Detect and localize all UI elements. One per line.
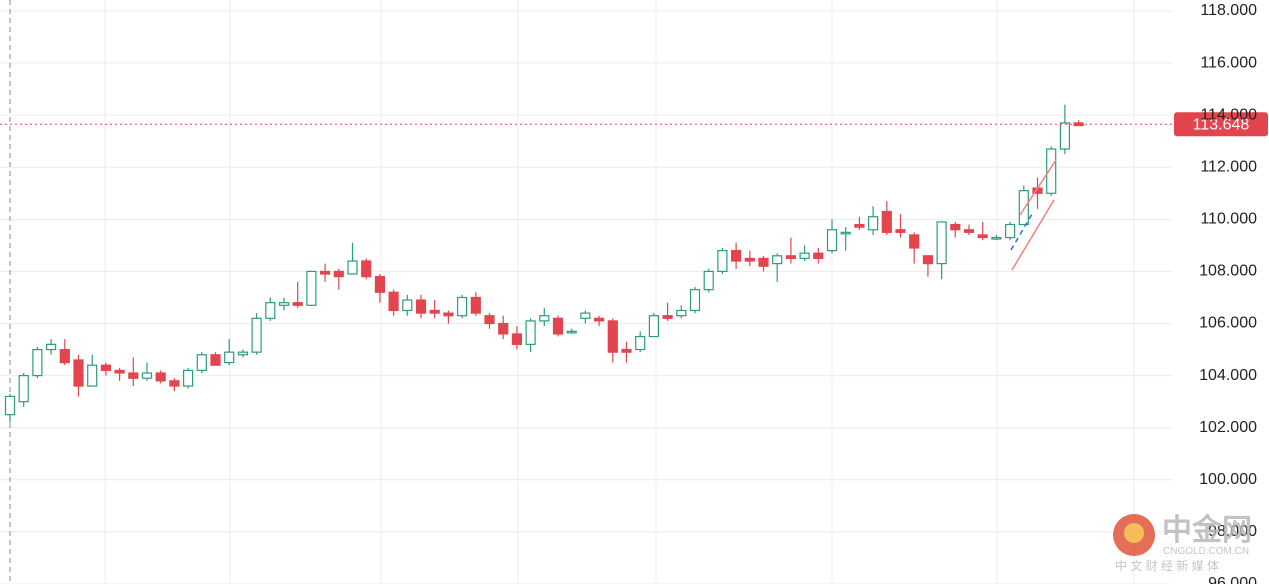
- candle-body: [402, 299, 413, 312]
- candle-body: [347, 260, 358, 275]
- candle-body: [87, 364, 98, 387]
- candle-body: [415, 299, 427, 314]
- candle-body: [278, 302, 290, 306]
- y-tick-label: 112.000: [1200, 158, 1257, 175]
- candle-body: [909, 234, 920, 249]
- candle-body: [1004, 223, 1016, 239]
- y-tick-label: 110.000: [1200, 211, 1257, 228]
- y-tick-label: 106.000: [1199, 315, 1257, 332]
- candle-body: [333, 270, 344, 278]
- watermark-logo: 中金网: [1162, 513, 1252, 547]
- candle-body: [210, 354, 221, 366]
- candle-body: [963, 229, 975, 233]
- candle-body: [498, 322, 509, 335]
- candle-body: [977, 234, 988, 239]
- candle-body: [100, 364, 112, 372]
- y-tick-label: 116.000: [1200, 54, 1257, 71]
- candle-body: [457, 296, 468, 317]
- candle-body: [621, 348, 632, 353]
- candle-body: [607, 320, 618, 353]
- candle-body: [32, 348, 43, 377]
- candle-body: [689, 289, 701, 312]
- candle-body: [155, 372, 166, 382]
- drawings: [1010, 159, 1057, 271]
- candle-body: [265, 302, 276, 319]
- candle-body: [539, 315, 550, 322]
- last-price-label: 113.648: [1193, 117, 1250, 134]
- candle-body: [470, 296, 481, 314]
- candle-body: [4, 395, 16, 416]
- candle-body: [717, 249, 728, 273]
- candle-body: [251, 317, 262, 353]
- y-tick-label: 98.000: [1208, 523, 1257, 540]
- candle-body: [772, 255, 783, 265]
- candle-body: [895, 229, 906, 233]
- candle-body: [730, 249, 742, 262]
- candle-body: [991, 236, 1002, 240]
- candle-body: [758, 257, 769, 267]
- candle-body: [525, 320, 536, 345]
- candle-body: [59, 348, 70, 364]
- candle-body: [950, 223, 961, 231]
- candle-body: [18, 375, 29, 403]
- candle-body: [141, 372, 153, 379]
- y-tick-label: 114.000: [1200, 106, 1257, 123]
- y-tick-label: 100.000: [1199, 471, 1257, 488]
- candle-body: [361, 260, 372, 278]
- y-tick-label: 102.000: [1199, 419, 1257, 436]
- y-tick-label: 118.000: [1200, 2, 1257, 19]
- candle-body: [45, 343, 57, 351]
- candle-body: [388, 291, 399, 312]
- candle-body: [169, 380, 180, 387]
- candle-body: [306, 270, 317, 306]
- candle-body: [799, 252, 810, 259]
- candle-body: [662, 315, 673, 319]
- candle-body: [593, 317, 605, 322]
- candle-body: [566, 330, 577, 334]
- candle-body: [374, 276, 385, 293]
- candle-body: [840, 231, 851, 235]
- y-tick-label: 104.000: [1199, 367, 1257, 384]
- candle-body: [73, 359, 84, 387]
- candle-body: [443, 312, 454, 317]
- candle-body: [552, 317, 564, 335]
- candle-body: [484, 315, 495, 325]
- candle-body: [237, 351, 248, 356]
- candle-body: [429, 309, 440, 314]
- last-price-box: [1174, 112, 1268, 137]
- candle-body: [936, 221, 947, 265]
- candle-body: [826, 229, 838, 252]
- watermark-slogan: 中 文 财 经 新 媒 体: [1115, 558, 1219, 573]
- watermark-domain: CNGOLD.COM.CN: [1163, 546, 1249, 557]
- candle-body: [292, 302, 303, 306]
- time-grid: [104, 0, 1135, 584]
- y-tick-label: 108.000: [1199, 263, 1257, 280]
- candle-body: [224, 351, 235, 364]
- candle-body: [320, 270, 331, 275]
- candle-body: [128, 372, 139, 379]
- candle-body: [635, 335, 646, 351]
- candle-body: [1046, 148, 1057, 194]
- candle-body: [196, 354, 207, 372]
- candle-body: [785, 255, 797, 259]
- candle-body: [854, 223, 865, 228]
- candle-body: [511, 333, 523, 345]
- candle-body: [676, 309, 687, 317]
- candle-body: [881, 210, 892, 233]
- candle-body: [1018, 190, 1029, 226]
- candle-body: [1059, 122, 1071, 150]
- candle-body: [1073, 122, 1084, 127]
- candle-body: [813, 252, 824, 259]
- candle-body: [922, 255, 934, 265]
- candle-body: [183, 369, 194, 387]
- y-tick-label: 96.000: [1208, 575, 1257, 584]
- candle-body: [580, 312, 591, 319]
- watermark: 中金网 CNGOLD.COM.CN 中 文 财 经 新 媒 体: [1113, 513, 1252, 573]
- candle-body: [744, 257, 755, 262]
- candle-body: [867, 216, 879, 231]
- candle-body: [648, 315, 660, 338]
- candle-body: [114, 369, 125, 374]
- candle-body: [703, 270, 714, 291]
